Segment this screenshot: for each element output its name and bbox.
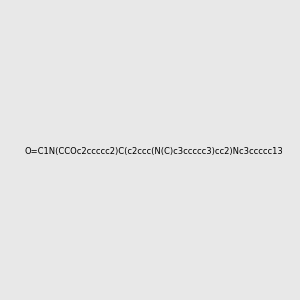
Text: O=C1N(CCOc2ccccc2)C(c2ccc(N(C)c3ccccc3)cc2)Nc3ccccc13: O=C1N(CCOc2ccccc2)C(c2ccc(N(C)c3ccccc3)c… [24, 147, 283, 156]
